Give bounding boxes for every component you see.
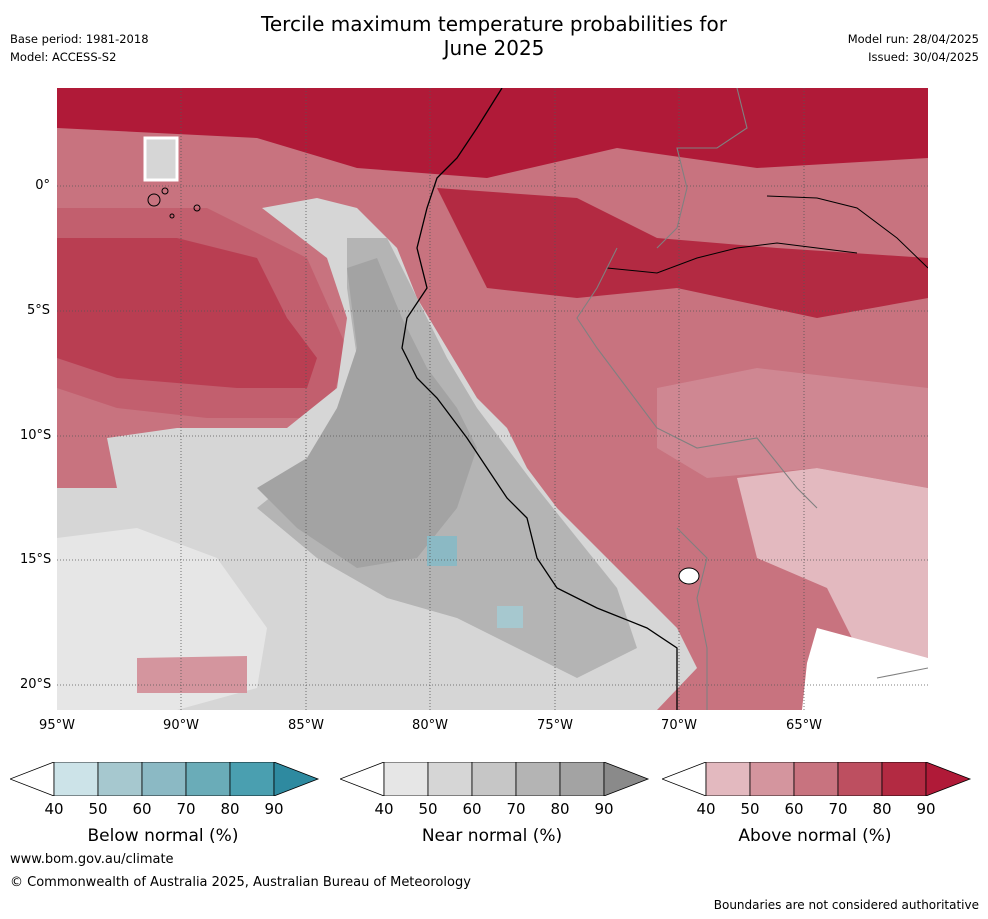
cb-near-tick-80: 80 bbox=[550, 800, 570, 818]
cb-near-tick-50: 50 bbox=[418, 800, 438, 818]
colorbar-above-lower-extend bbox=[662, 762, 707, 796]
colorbar-near-bin-5 bbox=[559, 762, 605, 796]
above-90-north bbox=[57, 88, 928, 178]
white-southeast bbox=[802, 628, 928, 710]
lon-label-70w: 70°W bbox=[661, 718, 697, 733]
coastline bbox=[401, 88, 678, 710]
issued-date: Issued: 30/04/2025 bbox=[868, 50, 979, 64]
lon-label-90w: 90°W bbox=[163, 718, 199, 733]
colorbar-below-bin-4 bbox=[185, 762, 231, 796]
cb-below-tick-60: 60 bbox=[132, 800, 152, 818]
cb-below-tick-80: 80 bbox=[220, 800, 240, 818]
colorbar-near-bin-1 bbox=[383, 762, 429, 796]
colorbar-above-upper-extend bbox=[925, 762, 972, 796]
country-borders bbox=[576, 88, 928, 710]
colorbar-above-bin-4 bbox=[837, 762, 883, 796]
cb-near-tick-40: 40 bbox=[374, 800, 394, 818]
lon-label-80w: 80°W bbox=[412, 718, 448, 733]
model-run: Model run: 28/04/2025 bbox=[847, 32, 979, 46]
lat-label-20s: 20°S bbox=[20, 677, 52, 692]
below-normal-patch-2 bbox=[497, 606, 523, 628]
gridlines bbox=[57, 88, 928, 710]
meta-left: Base period: 1981-2018 Model: ACCESS-S2 bbox=[10, 30, 149, 66]
amazon-river bbox=[606, 195, 928, 274]
cb-below-tick-40: 40 bbox=[44, 800, 64, 818]
colorbar-below-normal bbox=[10, 762, 320, 796]
colorbar-below-upper-extend bbox=[273, 762, 320, 796]
base-period: Base period: 1981-2018 bbox=[10, 32, 149, 46]
disclaimer: Boundaries are not considered authoritat… bbox=[713, 898, 979, 912]
colorbar-below-lower-extend bbox=[10, 762, 55, 796]
lat-label-15s: 15°S bbox=[20, 552, 52, 567]
cb-below-tick-70: 70 bbox=[176, 800, 196, 818]
cb-above-tick-40: 40 bbox=[696, 800, 716, 818]
lon-label-95w: 95°W bbox=[39, 718, 75, 733]
cb-above-tick-80: 80 bbox=[872, 800, 892, 818]
galapagos-islands bbox=[147, 187, 201, 219]
above-50-east bbox=[657, 368, 928, 488]
colorbar-below-bin-1 bbox=[53, 762, 99, 796]
galapagos-box bbox=[143, 136, 179, 182]
cb-below-tick-50: 50 bbox=[88, 800, 108, 818]
colorbar-below-bin-5 bbox=[229, 762, 275, 796]
lat-label-10s: 10°S bbox=[20, 428, 52, 443]
colorbar-label-near: Near normal (%) bbox=[421, 826, 563, 846]
colorbar-above-bin-5 bbox=[881, 762, 927, 796]
colorbar-near-bin-3 bbox=[471, 762, 517, 796]
website-link[interactable]: www.bom.gov.au/climate bbox=[10, 852, 174, 867]
above-40-southeast bbox=[737, 468, 928, 658]
cb-near-tick-70: 70 bbox=[506, 800, 526, 818]
lon-label-75w: 75°W bbox=[537, 718, 573, 733]
map-title: Tercile maximum temperature probabilitie… bbox=[244, 12, 744, 60]
lon-label-65w: 65°W bbox=[786, 718, 822, 733]
near-normal-90 bbox=[257, 258, 477, 568]
cb-above-tick-60: 60 bbox=[784, 800, 804, 818]
model-name: Model: ACCESS-S2 bbox=[10, 50, 117, 64]
colorbar-above-normal bbox=[662, 762, 972, 796]
colorbar-near-lower-extend bbox=[340, 762, 385, 796]
above-90-interior bbox=[437, 188, 928, 318]
colorbar-near-bin-4 bbox=[515, 762, 561, 796]
colorbar-label-below: Below normal (%) bbox=[87, 826, 239, 846]
colorbar-near-upper-extend bbox=[603, 762, 650, 796]
colorbar-above-bin-2 bbox=[749, 762, 795, 796]
below-normal-patch-1 bbox=[427, 536, 457, 566]
above-80-west bbox=[57, 208, 347, 418]
colorbar-near-normal bbox=[340, 762, 650, 796]
probability-map bbox=[57, 88, 928, 710]
cb-below-tick-90: 90 bbox=[264, 800, 284, 818]
lake-titicaca bbox=[678, 567, 700, 585]
cb-near-tick-90: 90 bbox=[594, 800, 614, 818]
colorbar-below-bin-3 bbox=[141, 762, 187, 796]
lon-label-85w: 85°W bbox=[288, 718, 324, 733]
above-40-southwest bbox=[137, 656, 247, 693]
colorbar-above-bin-1 bbox=[705, 762, 751, 796]
lat-label-0: 0° bbox=[35, 178, 50, 193]
title-line-1: Tercile maximum temperature probabilitie… bbox=[261, 12, 727, 36]
title-line-2: June 2025 bbox=[443, 36, 545, 60]
cb-near-tick-60: 60 bbox=[462, 800, 482, 818]
cb-above-tick-70: 70 bbox=[828, 800, 848, 818]
colorbar-below-bin-2 bbox=[97, 762, 143, 796]
lat-label-5s: 5°S bbox=[26, 303, 50, 318]
meta-right: Model run: 28/04/2025 Issued: 30/04/2025 bbox=[848, 30, 979, 66]
colorbar-label-above: Above normal (%) bbox=[738, 826, 892, 846]
colorbar-above-bin-3 bbox=[793, 762, 839, 796]
colorbar-near-bin-2 bbox=[427, 762, 473, 796]
cb-above-tick-50: 50 bbox=[740, 800, 760, 818]
copyright: © Commonwealth of Australia 2025, Austra… bbox=[10, 875, 471, 890]
cb-above-tick-90: 90 bbox=[916, 800, 936, 818]
